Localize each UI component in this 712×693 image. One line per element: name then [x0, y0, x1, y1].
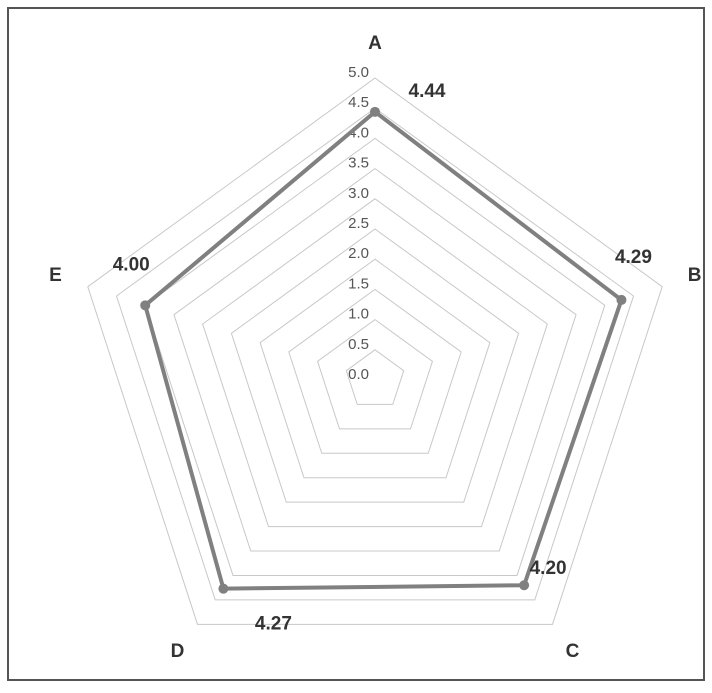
y-tick-label: 0.0	[348, 366, 369, 383]
category-label: B	[688, 265, 702, 286]
y-tick-label: 1.5	[348, 275, 369, 292]
grid-ring	[316, 318, 434, 430]
y-tick-label: 2.0	[348, 245, 369, 262]
grid-ring	[202, 198, 548, 528]
category-label: C	[566, 641, 580, 662]
grid-ring	[144, 137, 606, 576]
data-label: 4.44	[409, 81, 446, 102]
grid-ring	[115, 107, 635, 601]
data-point	[370, 106, 380, 117]
grid-ring	[230, 228, 520, 503]
data-label: 4.27	[255, 614, 292, 635]
data-point	[519, 580, 530, 591]
grid-ring	[173, 167, 577, 552]
category-label: E	[49, 265, 62, 286]
y-tick-label: 0.5	[348, 336, 369, 353]
data-point	[140, 300, 151, 311]
grid-ring	[87, 77, 663, 625]
data-point	[616, 294, 627, 305]
category-label: D	[171, 641, 185, 662]
series-line	[143, 109, 624, 591]
y-tick-label: 1.0	[348, 306, 369, 323]
y-tick-label: 4.5	[348, 94, 369, 111]
grid-ring	[259, 258, 491, 479]
chart-frame	[7, 7, 705, 681]
data-label: 4.20	[530, 558, 567, 579]
data-point	[218, 583, 229, 594]
category-label: A	[368, 33, 382, 54]
grid-ring	[345, 349, 405, 405]
y-tick-label: 3.0	[348, 185, 369, 202]
grid-ring	[288, 288, 462, 454]
y-tick-label: 2.5	[348, 215, 369, 232]
y-tick-label: 3.5	[348, 155, 369, 172]
y-tick-label: 5.0	[348, 64, 369, 81]
data-label: 4.29	[615, 247, 652, 268]
data-label: 4.00	[113, 254, 150, 275]
